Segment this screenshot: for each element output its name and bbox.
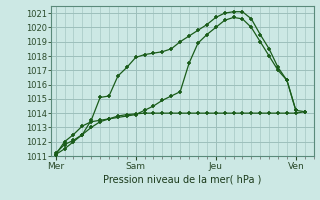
X-axis label: Pression niveau de la mer( hPa ): Pression niveau de la mer( hPa ) [103, 175, 261, 185]
